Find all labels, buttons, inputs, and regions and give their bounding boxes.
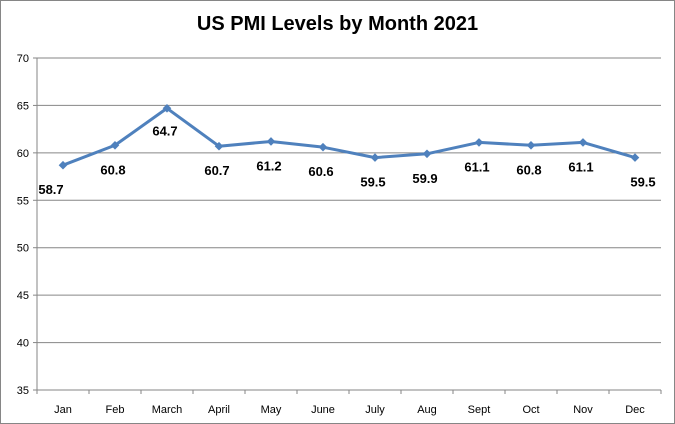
- y-tick-label: 50: [17, 243, 29, 255]
- x-tick-label: May: [261, 404, 282, 416]
- chart-title: US PMI Levels by Month 2021: [196, 13, 479, 35]
- x-tick-label: Sept: [468, 404, 491, 416]
- data-label: 61.1: [464, 159, 489, 174]
- y-tick-label: 70: [17, 53, 29, 65]
- data-point: [578, 138, 588, 147]
- data-label: 60.8: [100, 162, 125, 177]
- data-label: 59.5: [630, 175, 655, 190]
- data-label: 58.7: [38, 182, 63, 197]
- data-label: 59.9: [412, 171, 437, 186]
- data-point: [474, 138, 484, 147]
- x-tick-label: Dec: [625, 404, 645, 416]
- x-tick-label: Nov: [573, 404, 593, 416]
- data-point: [422, 149, 432, 159]
- x-tick-label: April: [208, 404, 230, 416]
- y-tick-label: 65: [17, 100, 29, 112]
- y-tick-label: 35: [17, 385, 29, 397]
- data-label: 59.5: [360, 175, 385, 190]
- y-tick-label: 60: [17, 148, 29, 160]
- data-label: 64.7: [152, 123, 177, 138]
- data-point: [526, 140, 536, 150]
- data-label: 60.8: [516, 162, 541, 177]
- x-tick-label: Oct: [522, 404, 539, 416]
- x-tick-label: Aug: [417, 404, 437, 416]
- data-label: 61.2: [256, 158, 281, 173]
- data-point: [370, 153, 380, 162]
- data-point: [214, 141, 224, 151]
- data-point: [110, 140, 120, 150]
- x-tick-label: Jan: [54, 404, 72, 416]
- data-point: [318, 142, 328, 152]
- data-point: [162, 103, 172, 113]
- data-point: [266, 137, 276, 146]
- x-tick-label: July: [365, 404, 385, 416]
- y-tick-label: 45: [17, 290, 29, 302]
- data-point: [58, 160, 68, 170]
- data-label: 61.1: [568, 159, 593, 174]
- data-label: 60.7: [204, 163, 229, 178]
- data-point: [630, 153, 640, 162]
- y-tick-label: 40: [17, 338, 29, 350]
- x-tick-label: June: [311, 404, 335, 416]
- x-tick-label: March: [152, 404, 183, 416]
- y-tick-label: 55: [17, 195, 29, 207]
- data-label: 60.6: [308, 164, 333, 179]
- series-line: [62, 106, 636, 167]
- x-tick-label: Feb: [106, 404, 125, 416]
